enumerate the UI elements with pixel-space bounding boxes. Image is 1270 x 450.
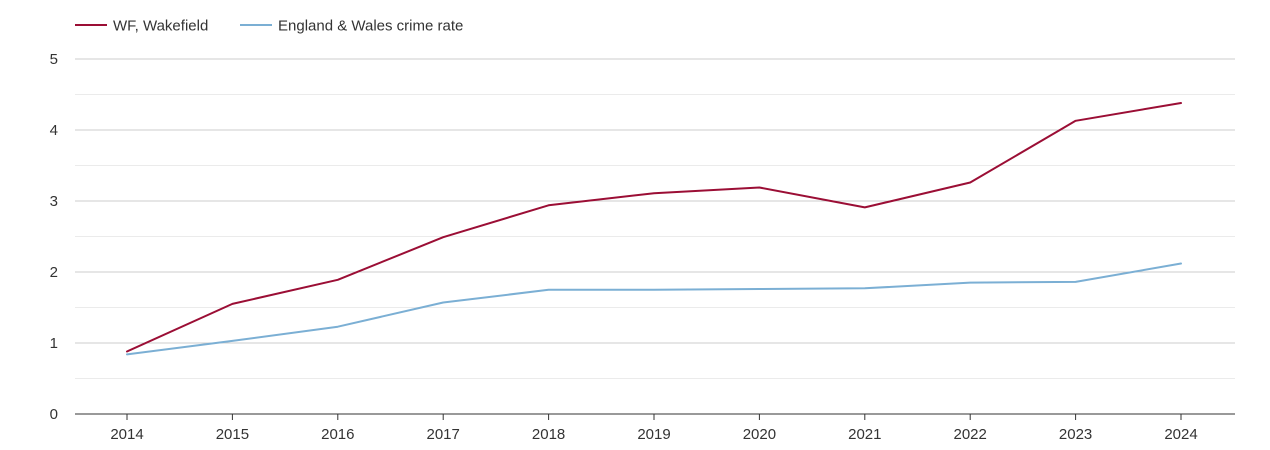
y-tick-label: 0: [50, 406, 58, 423]
y-tick-label: 4: [50, 122, 58, 139]
x-tick-label: 2018: [532, 426, 565, 443]
x-tick-label: 2017: [427, 426, 460, 443]
x-tick-label: 2023: [1059, 426, 1092, 443]
legend: WF, Wakefield England & Wales crime rate: [75, 18, 463, 35]
gridlines: [75, 58, 1235, 379]
x-tick-label: 2019: [637, 426, 670, 443]
legend-item-wakefield[interactable]: WF, Wakefield: [75, 18, 208, 35]
y-axis-tick-labels: 0 1 2 3 4 5: [50, 51, 58, 423]
y-tick-label: 1: [50, 335, 58, 352]
x-tick-label: 2014: [110, 426, 143, 443]
series-lines: [126, 102, 1182, 356]
series-line-england-wales: [126, 262, 1182, 356]
y-tick-label: 3: [50, 193, 58, 210]
x-tick-label: 2015: [216, 426, 249, 443]
x-tick-label: 2022: [954, 426, 987, 443]
x-tick-label: 2016: [321, 426, 354, 443]
series-line-wakefield: [126, 102, 1182, 353]
x-tick-label: 2024: [1164, 426, 1197, 443]
legend-label: England & Wales crime rate: [278, 18, 463, 35]
y-tick-label: 5: [50, 51, 58, 68]
x-tick-label: 2021: [848, 426, 881, 443]
legend-item-england-wales[interactable]: England & Wales crime rate: [240, 18, 463, 35]
y-tick-label: 2: [50, 264, 58, 281]
x-axis: 2014 2015 2016 2017 2018 2019 2020 2021 2022 2023…: [75, 413, 1235, 443]
legend-label: WF, Wakefield: [113, 18, 208, 35]
x-tick-label: 2020: [743, 426, 776, 443]
